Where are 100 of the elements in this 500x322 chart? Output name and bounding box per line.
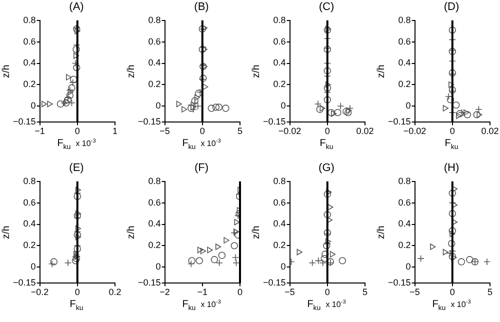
y-tick-label: 0.8 [23,176,36,186]
y-tick-label: 0.6 [398,197,411,208]
x-tick-label: 1 [112,126,118,136]
y-tick-label: 0.2 [148,240,161,250]
y-axis-title: z/h [250,64,262,78]
x-axis-title: F$_{ku}$ [307,299,321,312]
y-axis-title: z/h [126,64,137,78]
y-tick-label: 0.8 [398,14,411,25]
y-tick-label: 0.6 [273,197,286,208]
y-tick-label: 0.2 [273,79,286,90]
y-tick-label: 0.6 [23,36,36,46]
y-tick-label: 0 [280,262,286,272]
x-tick-label: 0 [200,126,205,136]
chart-title: (C) [318,1,336,13]
x-tick-label: 0 [450,287,455,298]
y-tick-label: 0 [406,262,411,272]
chart-title: (D) [442,1,460,13]
x-axis-title: F$_{ku}$ [182,138,196,151]
chart-title: (E) [68,162,85,174]
y-tick-label: 0.4 [273,218,286,229]
y-tick-label: 0.8 [273,14,286,25]
x-tick-label: 0 [74,126,80,136]
y-axis-title: z/h [376,64,387,78]
y-tick-label: 0.8 [398,176,411,186]
y-tick-label: −0.15 [262,116,286,127]
y-tick-label: 0.4 [148,218,161,229]
y-tick-label: 0 [156,262,161,272]
chart-title: (G) [318,162,336,174]
x-tick-label: 0 [74,287,80,298]
y-tick-label: 0.4 [23,58,36,68]
x-tick-label: 0.02 [356,126,374,136]
y-tick-label: 0.6 [148,36,161,46]
y-tick-label: 0.6 [398,36,411,46]
x-axis-title: F$_{ku}$ [182,299,196,312]
chart-title: (B) [193,1,210,13]
x-tick-label: 0 [324,287,330,298]
y-tick-label: 0.4 [148,58,161,68]
chart-title: (H) [442,162,460,174]
x-tick-label: −5 [410,287,420,298]
x-tick-label: −1 [197,287,208,298]
x-tick-label: 5 [237,126,243,136]
x-tick-label: −0.02 [278,126,302,136]
x-tick-label: −0.02 [403,126,426,136]
x-axis-title: F$_{ku}$ [318,138,334,151]
y-tick-label: 0 [30,100,36,111]
y-tick-label: 0 [30,262,36,272]
y-tick-label: −0.15 [138,278,161,288]
y-tick-label: −0.15 [12,116,36,127]
y-tick-label: 0.8 [23,14,36,25]
x-tick-label: −0.2 [30,287,49,298]
y-tick-label: 0 [280,100,286,111]
y-axis-title: z/h [0,64,12,78]
x-tick-label: 5 [362,287,368,298]
y-tick-label: 0.2 [23,79,36,90]
y-tick-label: 0.2 [148,79,161,90]
x-axis-title: F$_{ku}$ [432,299,446,312]
y-tick-label: 0.2 [398,79,411,90]
y-tick-label: 0.2 [273,240,286,250]
chart-title: (F) [193,162,210,174]
y-tick-label: 0.2 [398,240,411,250]
y-tick-label: 0.4 [398,58,411,68]
y-tick-label: −0.15 [12,278,36,288]
x-tick-label: −1 [34,126,45,136]
y-tick-label: 0.2 [23,240,36,250]
x-tick-label: −5 [160,126,170,136]
y-tick-label: 0.8 [148,176,161,186]
y-tick-label: −0.15 [262,278,286,288]
x-tick-label: 0 [450,126,455,136]
x-tick-label: −2 [160,287,170,298]
y-tick-label: 0 [156,100,161,111]
y-tick-label: −0.15 [388,116,411,127]
y-tick-label: 0.6 [23,197,36,208]
y-tick-label: 0.8 [148,14,161,25]
text: x 10$^{-3}$ [200,138,221,148]
y-tick-label: 0.4 [273,58,286,68]
y-tick-label: 0.4 [398,218,411,229]
x-tick-label: 0 [237,287,243,298]
text: x 10$^{-3}$ [200,299,221,309]
x-tick-label: 0.02 [481,126,499,136]
x-tick-label: −5 [284,287,295,298]
y-axis-title: z/h [376,226,387,239]
x-tick-label: 0 [324,126,330,136]
y-axis-title: z/h [126,226,137,239]
y-tick-label: 0.6 [273,36,286,46]
x-axis-title: F$_{ku}$ [444,138,460,151]
y-axis-title: z/h [250,226,262,239]
y-tick-label: 0.4 [23,218,36,229]
y-tick-label: −0.15 [138,116,161,127]
text: x 10$^{-3}$ [76,138,96,148]
y-tick-label: −0.15 [388,278,411,288]
text: x 10$^{-3}$ [326,299,346,309]
y-tick-label: 0 [406,100,411,111]
chart-title: (A) [68,1,85,13]
y-axis-title: z/h [0,226,12,239]
x-axis-title: F$_{ku}$ [68,299,84,312]
y-tick-label: 0.6 [148,197,161,208]
x-tick-label: 0.2 [108,287,122,298]
y-tick-label: 0.8 [273,176,286,186]
x-tick-label: 5 [487,287,493,298]
text: x 10$^{-3}$ [450,299,471,309]
